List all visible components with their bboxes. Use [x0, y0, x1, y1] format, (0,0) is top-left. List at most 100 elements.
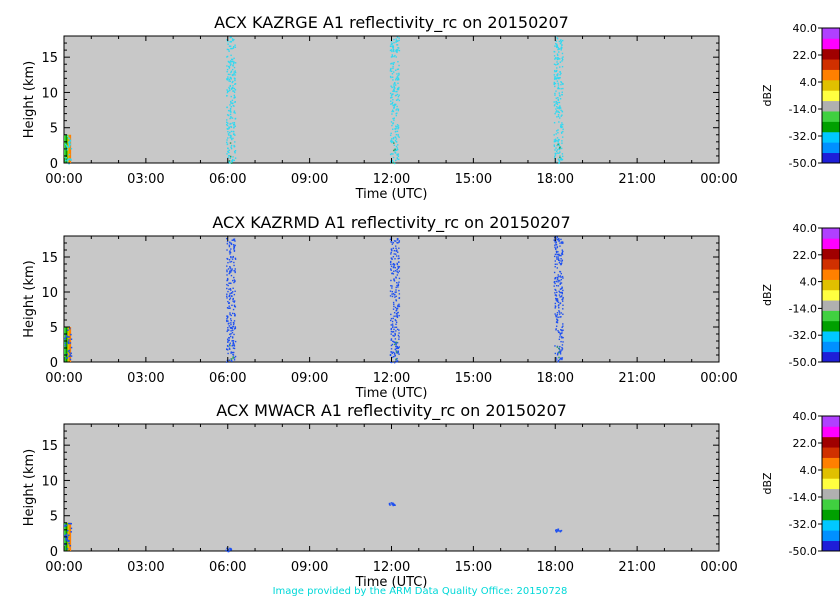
echo-point — [65, 357, 68, 359]
echo-point — [397, 77, 400, 80]
echo-point — [558, 275, 560, 278]
echo-point — [233, 359, 236, 361]
echo-point — [398, 74, 400, 76]
echo-point — [229, 335, 232, 338]
echo-point — [65, 335, 68, 338]
echo-point — [228, 134, 230, 136]
echo-point — [230, 41, 232, 43]
echo-point — [560, 529, 563, 532]
echo-point — [229, 333, 231, 336]
echo-point — [232, 340, 234, 342]
echo-point — [230, 282, 232, 285]
echo-point — [396, 40, 399, 42]
echo-point — [64, 525, 66, 528]
echo-point — [228, 126, 230, 128]
surface-echo-strip — [67, 327, 70, 362]
echo-point — [390, 139, 392, 142]
echo-point — [561, 357, 564, 359]
echo-point — [555, 152, 557, 155]
echo-point — [232, 356, 234, 358]
echo-point — [398, 305, 400, 307]
echo-point — [561, 287, 563, 289]
echo-point — [554, 94, 556, 96]
echo-point — [389, 290, 392, 292]
echo-point — [553, 236, 556, 239]
echo-point — [396, 39, 398, 42]
echo-point — [392, 266, 395, 268]
echo-point — [557, 238, 559, 241]
echo-point — [66, 161, 69, 163]
echo-point — [232, 357, 234, 359]
colorbar-frame — [821, 415, 840, 552]
echo-point — [65, 533, 68, 536]
echo-point — [562, 83, 564, 85]
colorbar-segment — [822, 519, 840, 531]
echo-point — [393, 278, 395, 280]
colorbar-tick-label: 4.0 — [800, 464, 818, 477]
echo-point — [392, 128, 394, 130]
echo-point — [227, 151, 230, 153]
echo-point — [559, 270, 561, 273]
echo-point — [229, 136, 231, 139]
colorbar-segment — [822, 426, 840, 438]
echo-point — [64, 337, 66, 340]
echo-point — [398, 281, 400, 283]
echo-point — [233, 245, 235, 248]
echo-point — [230, 248, 232, 250]
echo-point — [396, 316, 399, 319]
echo-point — [226, 114, 229, 116]
echo-point — [229, 113, 232, 116]
echo-point — [390, 285, 392, 287]
echo-point — [230, 147, 233, 150]
echo-point — [230, 319, 232, 322]
echo-point — [226, 119, 228, 121]
echo-point — [232, 347, 235, 349]
echo-point — [226, 318, 228, 320]
echo-point — [396, 314, 398, 316]
echo-point — [557, 305, 560, 307]
echo-point — [391, 76, 394, 78]
echo-point — [230, 255, 232, 258]
echo-point — [558, 240, 560, 242]
echo-point — [555, 357, 558, 359]
echo-point — [226, 307, 229, 309]
echo-point — [392, 156, 395, 159]
echo-point — [393, 503, 395, 506]
echo-point — [396, 360, 399, 362]
echo-point — [559, 71, 561, 73]
echo-point — [556, 103, 559, 105]
echo-point — [233, 244, 235, 246]
echo-point — [228, 78, 231, 81]
echo-point — [228, 288, 230, 291]
echo-point — [395, 145, 398, 148]
echo-point — [398, 338, 400, 340]
echo-point — [559, 98, 562, 100]
echo-point — [65, 537, 67, 539]
echo-point — [390, 251, 392, 254]
echo-point — [229, 89, 231, 92]
echo-point — [398, 277, 401, 280]
echo-point — [396, 48, 398, 51]
echo-point — [231, 58, 233, 61]
echo-point — [392, 67, 394, 70]
echo-point — [390, 502, 392, 504]
echo-point — [67, 342, 70, 345]
echo-point — [234, 268, 236, 270]
echo-point — [233, 276, 235, 279]
echo-point — [393, 107, 395, 109]
echo-point — [65, 535, 67, 537]
echo-point — [395, 38, 397, 40]
echo-point — [232, 65, 234, 67]
echo-point — [65, 157, 67, 159]
echo-point — [557, 58, 560, 60]
echo-point — [233, 248, 235, 250]
echo-point — [227, 341, 229, 343]
echo-point — [394, 139, 397, 142]
echo-point — [226, 361, 228, 363]
echo-point — [557, 330, 559, 332]
echo-point — [227, 109, 230, 112]
colorbar-segment — [822, 310, 840, 322]
echo-point — [557, 285, 560, 287]
echo-point — [228, 347, 231, 349]
echo-point — [230, 256, 232, 259]
